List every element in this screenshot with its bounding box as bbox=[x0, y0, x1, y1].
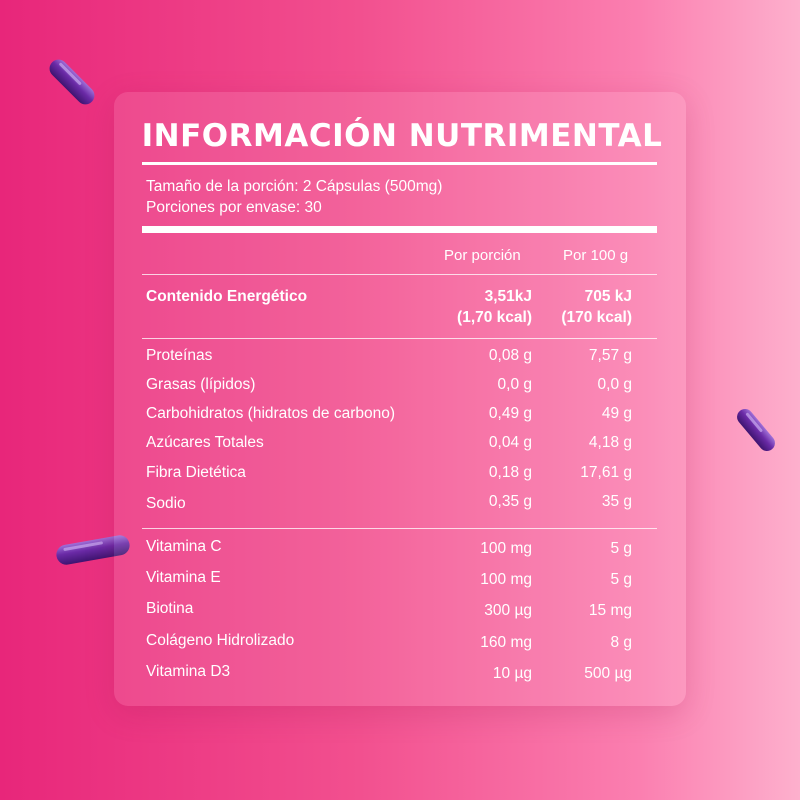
vitamin-per-100g: 8 g bbox=[610, 634, 632, 651]
vitamin-label: Vitamina C bbox=[146, 538, 222, 555]
vitamin-per-100g: 500 µg bbox=[584, 665, 632, 682]
vitamin-per-serving: 100 mg bbox=[480, 540, 532, 557]
nutrient-per-serving: 0,08 g bbox=[488, 347, 532, 364]
energy-per-100g-kcal: (170 kcal) bbox=[561, 309, 632, 326]
nutrient-label: Grasas (lípidos) bbox=[146, 376, 256, 393]
vitamins-divider bbox=[142, 528, 657, 529]
nutrient-per-100g: 7,57 g bbox=[588, 347, 632, 364]
energy-per-100g-kj: 705 kJ bbox=[584, 288, 632, 305]
nutrient-label: Sodio bbox=[146, 495, 186, 512]
nutrient-label: Proteínas bbox=[146, 347, 213, 364]
serving-size: Tamaño de la porción: 2 Cápsulas (500mg) bbox=[146, 178, 443, 195]
vitamin-label: Biotina bbox=[146, 600, 194, 617]
nutrient-per-100g: 35 g bbox=[601, 493, 632, 510]
nutrient-label: Fibra Dietética bbox=[146, 464, 246, 481]
capsule-top-left-icon bbox=[49, 59, 95, 105]
vitamin-per-serving: 300 µg bbox=[484, 602, 532, 619]
vitamin-per-serving: 10 µg bbox=[492, 665, 532, 682]
nutrient-per-serving: 0,18 g bbox=[488, 464, 532, 481]
nutrient-per-serving: 0,0 g bbox=[497, 376, 532, 393]
energy-per-serving-kcal: (1,70 kcal) bbox=[457, 309, 532, 326]
column-header-per-100g: Por 100 g bbox=[563, 247, 629, 264]
serving-divider bbox=[142, 226, 657, 233]
nutrition-panel bbox=[114, 92, 686, 706]
vitamin-per-100g: 15 mg bbox=[588, 602, 632, 619]
vitamin-label: Vitamina D3 bbox=[146, 663, 231, 680]
nutrient-label: Azúcares Totales bbox=[146, 434, 264, 451]
vitamin-per-serving: 100 mg bbox=[480, 571, 532, 588]
energy-label: Contenido Energético bbox=[146, 288, 308, 305]
page-title: INFORMACIÓN NUTRIMENTAL bbox=[141, 118, 663, 154]
nutrient-per-serving: 0,49 g bbox=[488, 405, 532, 422]
energy-divider bbox=[142, 338, 657, 339]
energy-per-serving-kj: 3,51kJ bbox=[484, 288, 532, 305]
nutrient-per-100g: 0,0 g bbox=[597, 376, 632, 393]
title-divider bbox=[142, 162, 657, 165]
header-divider bbox=[142, 274, 657, 275]
nutrient-per-100g: 4,18 g bbox=[588, 434, 632, 451]
nutrient-per-100g: 17,61 g bbox=[580, 464, 632, 481]
vitamin-per-100g: 5 g bbox=[610, 571, 632, 588]
nutrient-per-100g: 49 g bbox=[601, 405, 632, 422]
capsule-left-icon bbox=[56, 535, 130, 565]
column-header-per-serving: Por porción bbox=[444, 247, 521, 264]
nutrient-per-serving: 0,04 g bbox=[488, 434, 532, 451]
servings-per-container: Porciones por envase: 30 bbox=[146, 199, 322, 216]
vitamin-per-serving: 160 mg bbox=[480, 634, 532, 651]
vitamin-per-100g: 5 g bbox=[610, 540, 632, 557]
vitamin-label: Vitamina E bbox=[146, 569, 221, 586]
capsule-right-icon bbox=[737, 408, 775, 452]
vitamin-label: Colágeno Hidrolizado bbox=[146, 632, 295, 649]
nutrient-per-serving: 0,35 g bbox=[488, 493, 532, 510]
nutrient-label: Carbohidratos (hidratos de carbono) bbox=[146, 405, 395, 422]
